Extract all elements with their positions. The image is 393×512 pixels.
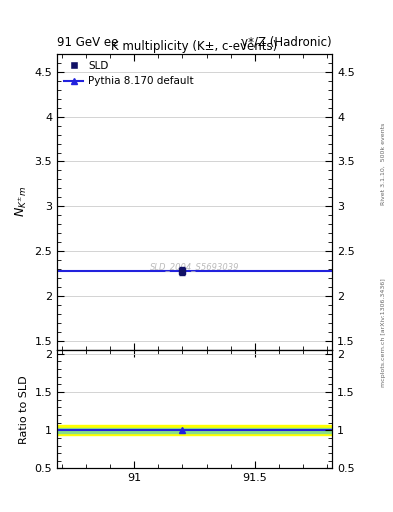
Text: mcplots.cern.ch [arXiv:1306.3436]: mcplots.cern.ch [arXiv:1306.3436] <box>381 279 386 387</box>
Y-axis label: $N_{K^{\pm}m}$: $N_{K^{\pm}m}$ <box>14 186 29 218</box>
Text: 91 GeV ee: 91 GeV ee <box>57 36 118 49</box>
Legend: SLD, Pythia 8.170 default: SLD, Pythia 8.170 default <box>60 57 198 91</box>
Text: γ*/Z (Hadronic): γ*/Z (Hadronic) <box>241 36 332 49</box>
Y-axis label: Ratio to SLD: Ratio to SLD <box>19 375 29 443</box>
Title: K multiplicity (K±, c-events): K multiplicity (K±, c-events) <box>111 39 278 53</box>
Text: Rivet 3.1.10,  500k events: Rivet 3.1.10, 500k events <box>381 123 386 205</box>
Text: SLD_2004_S5693039: SLD_2004_S5693039 <box>150 263 239 271</box>
